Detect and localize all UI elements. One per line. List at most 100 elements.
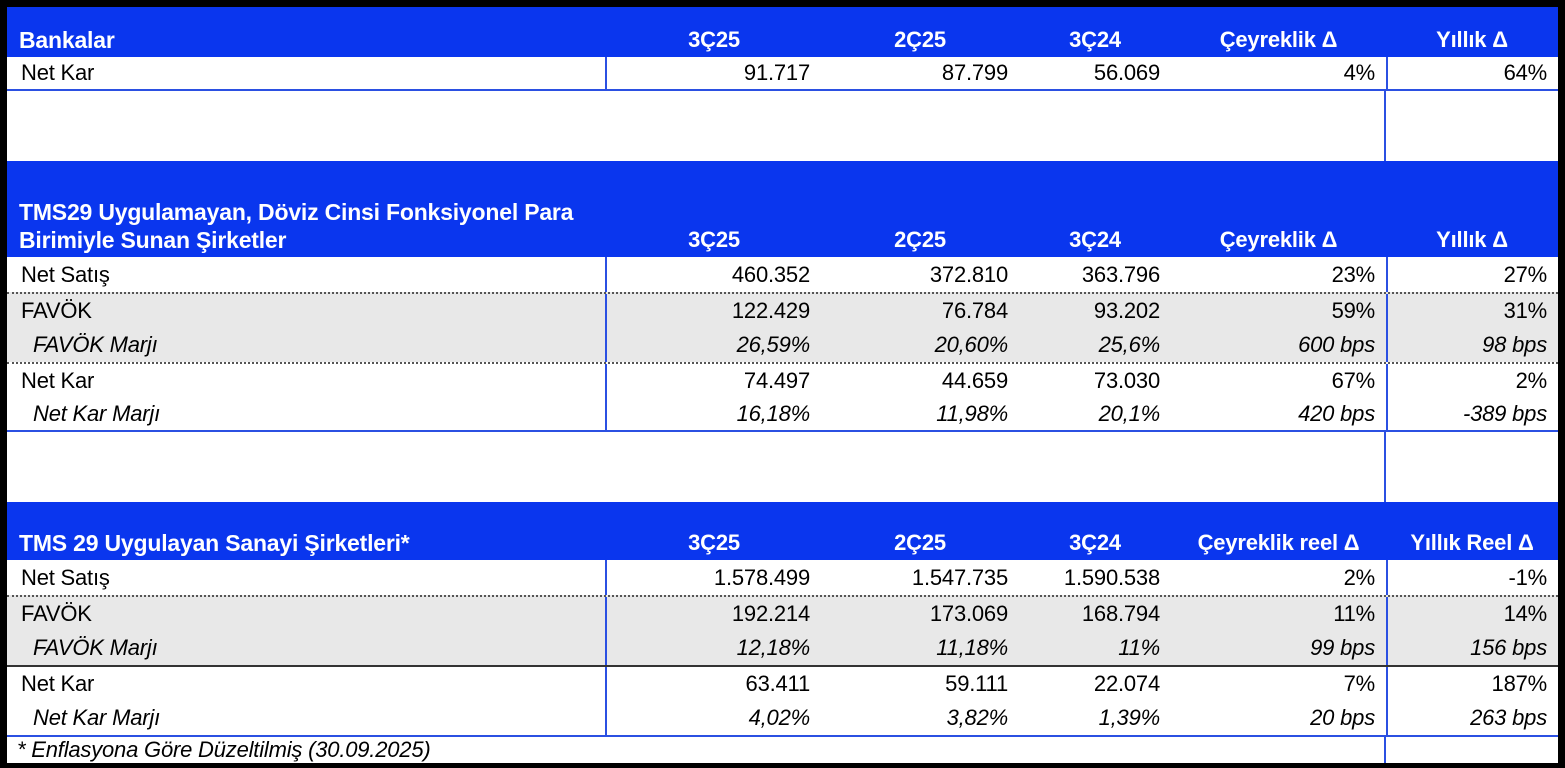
column-header: 3Ç24 — [1069, 227, 1121, 252]
cell-value: 59.111 — [945, 670, 1008, 696]
cell-value: 363.796 — [1081, 261, 1160, 287]
cell-value: 122.429 — [731, 297, 810, 323]
table-section-3: TMS 29 Uygulayan Sanayi Şirketleri* 3Ç25 2… — [7, 502, 1558, 735]
column-divider-line — [1384, 432, 1386, 502]
cell-value: 73.030 — [1093, 367, 1160, 393]
cell-value: 11,18% — [936, 634, 1008, 660]
cell-value: 1.590.538 — [1063, 564, 1160, 590]
column-header: 2Ç25 — [894, 27, 946, 52]
cell-value: 59% — [1331, 297, 1376, 323]
cell-value: 1.547.735 — [911, 564, 1008, 590]
column-divider-line — [1384, 91, 1386, 161]
cell-value: 11,98% — [936, 400, 1008, 426]
cell-value: 63.411 — [745, 670, 811, 696]
column-header: Yıllık Δ — [1436, 227, 1508, 252]
row-label: Net Kar — [7, 667, 607, 700]
table-row: Net Satış 1.578.499 1.547.735 1.590.538 2% -1… — [7, 560, 1558, 595]
column-header-row: Birimiyle Sunan Şirketler 3Ç25 2Ç25 3Ç24 Çey… — [7, 226, 1558, 254]
cell-value: 20,60% — [934, 331, 1009, 357]
footnote-row: * Enflasyona Göre Düzeltilmiş (30.09.202… — [7, 735, 1558, 763]
section-title: TMS 29 Uygulayan Sanayi Şirketleri* — [19, 530, 410, 556]
column-divider-line — [1384, 737, 1386, 763]
cell-value: 187% — [1386, 667, 1558, 700]
column-header: Çeyreklik Δ — [1219, 227, 1338, 252]
table-row: FAVÖK Marjı 12,18% 11,18% 11% 99 bps 156 bps — [7, 630, 1558, 665]
cell-value: 11% — [1118, 634, 1160, 660]
column-header: 3Ç25 — [688, 227, 740, 252]
cell-value: -389 bps — [1386, 397, 1558, 430]
section-title: Bankalar — [19, 27, 115, 53]
column-header: Yıllık Reel Δ — [1410, 530, 1534, 555]
row-label: Net Kar — [7, 364, 607, 397]
cell-value: 20,1% — [1098, 400, 1161, 426]
column-header: Çeyreklik reel Δ — [1197, 530, 1360, 555]
footnote-text: * Enflasyona Göre Düzeltilmiş (30.09.202… — [17, 737, 431, 762]
table-sections: Bankalar 3Ç25 2Ç25 3Ç24 Çeyreklik Δ Yıllık Δ N… — [7, 7, 1558, 735]
table-rows: Net Kar 91.717 87.799 56.069 4% 64% — [7, 57, 1558, 91]
cell-value: 91.717 — [743, 60, 810, 85]
column-header: 3Ç25 — [688, 530, 740, 555]
row-label: Net Satış — [7, 257, 607, 292]
section-gap — [7, 432, 1558, 502]
cell-value: 12,18% — [736, 634, 811, 660]
row-label: FAVÖK Marjı — [7, 327, 607, 362]
column-header: 2Ç25 — [894, 227, 946, 252]
cell-value: 168.794 — [1081, 600, 1160, 626]
table-row: Net Kar 91.717 87.799 56.069 4% 64% — [7, 57, 1558, 91]
cell-value: 31% — [1386, 294, 1558, 327]
cell-value: 64% — [1386, 57, 1558, 89]
table-section-2: TMS29 Uygulamayan, Döviz Cinsi Fonksiyon… — [7, 161, 1558, 432]
row-label: Net Kar — [7, 57, 607, 89]
cell-value: 3,82% — [946, 704, 1009, 730]
cell-value: 67% — [1331, 367, 1376, 393]
cell-value: 420 bps — [1298, 400, 1375, 426]
cell-value: 56.069 — [1093, 60, 1160, 85]
cell-value: 460.352 — [731, 261, 810, 287]
cell-value: 25,6% — [1098, 331, 1161, 357]
cell-value: -1% — [1386, 560, 1558, 595]
table-row: Net Kar 63.411 59.111 22.074 7% 187% — [7, 665, 1558, 700]
cell-value: 20 bps — [1310, 704, 1375, 730]
table-section-1: Bankalar 3Ç25 2Ç25 3Ç24 Çeyreklik Δ Yıllık Δ N… — [7, 7, 1558, 91]
row-label: Net Kar Marjı — [7, 397, 607, 430]
column-header-row: TMS 29 Uygulayan Sanayi Şirketleri* 3Ç25 2… — [7, 529, 1558, 557]
cell-value: 263 bps — [1386, 700, 1558, 735]
table-rows: Net Satış 1.578.499 1.547.735 1.590.538 2% -1… — [7, 560, 1558, 735]
section-header-band: TMS 29 Uygulayan Sanayi Şirketleri* 3Ç25 2… — [7, 502, 1558, 560]
cell-value: 74.497 — [743, 367, 810, 393]
section-title-line: TMS29 Uygulamayan, Döviz Cinsi Fonksiyon… — [19, 199, 574, 225]
row-label: Net Satış — [7, 560, 607, 595]
column-header: Yıllık Δ — [1436, 27, 1508, 52]
table-row: FAVÖK 192.214 173.069 168.794 11% 14% — [7, 595, 1558, 630]
cell-value: 27% — [1386, 257, 1558, 292]
cell-value: 99 bps — [1310, 634, 1375, 660]
cell-value: 2% — [1386, 364, 1558, 397]
cell-value: 156 bps — [1386, 630, 1558, 665]
cell-value: 173.069 — [929, 600, 1008, 626]
row-label: FAVÖK — [7, 294, 607, 327]
column-header-row: Bankalar 3Ç25 2Ç25 3Ç24 Çeyreklik Δ Yıllık Δ — [7, 26, 1558, 54]
cell-value: 192.214 — [731, 600, 810, 626]
table-row: FAVÖK Marjı 26,59% 20,60% 25,6% 600 bps 98 bp… — [7, 327, 1558, 362]
cell-value: 4,02% — [748, 704, 811, 730]
table-row: Net Kar 74.497 44.659 73.030 67% 2% — [7, 362, 1558, 397]
section-header-band: Bankalar 3Ç25 2Ç25 3Ç24 Çeyreklik Δ Yıllık Δ — [7, 7, 1558, 57]
table-rows: Net Satış 460.352 372.810 363.796 23% 27% FAVÖ… — [7, 257, 1558, 432]
table-row: Net Kar Marjı 4,02% 3,82% 1,39% 20 bps 263 bp… — [7, 700, 1558, 735]
column-header: 2Ç25 — [894, 530, 946, 555]
cell-value: 93.202 — [1093, 297, 1160, 323]
cell-value: 2% — [1343, 564, 1376, 590]
column-header: Çeyreklik Δ — [1219, 27, 1338, 52]
section-title: Birimiyle Sunan Şirketler — [19, 227, 287, 253]
cell-value: 600 bps — [1298, 331, 1375, 357]
row-label: Net Kar Marjı — [7, 700, 607, 735]
cell-value: 76.784 — [941, 297, 1008, 323]
row-label: FAVÖK Marjı — [7, 630, 607, 665]
cell-value: 16,18% — [736, 400, 811, 426]
column-header: 3Ç24 — [1069, 530, 1121, 555]
cell-value: 372.810 — [929, 261, 1008, 287]
section-gap — [7, 91, 1558, 161]
cell-value: 1,39% — [1098, 704, 1161, 730]
cell-value: 11% — [1333, 600, 1375, 626]
